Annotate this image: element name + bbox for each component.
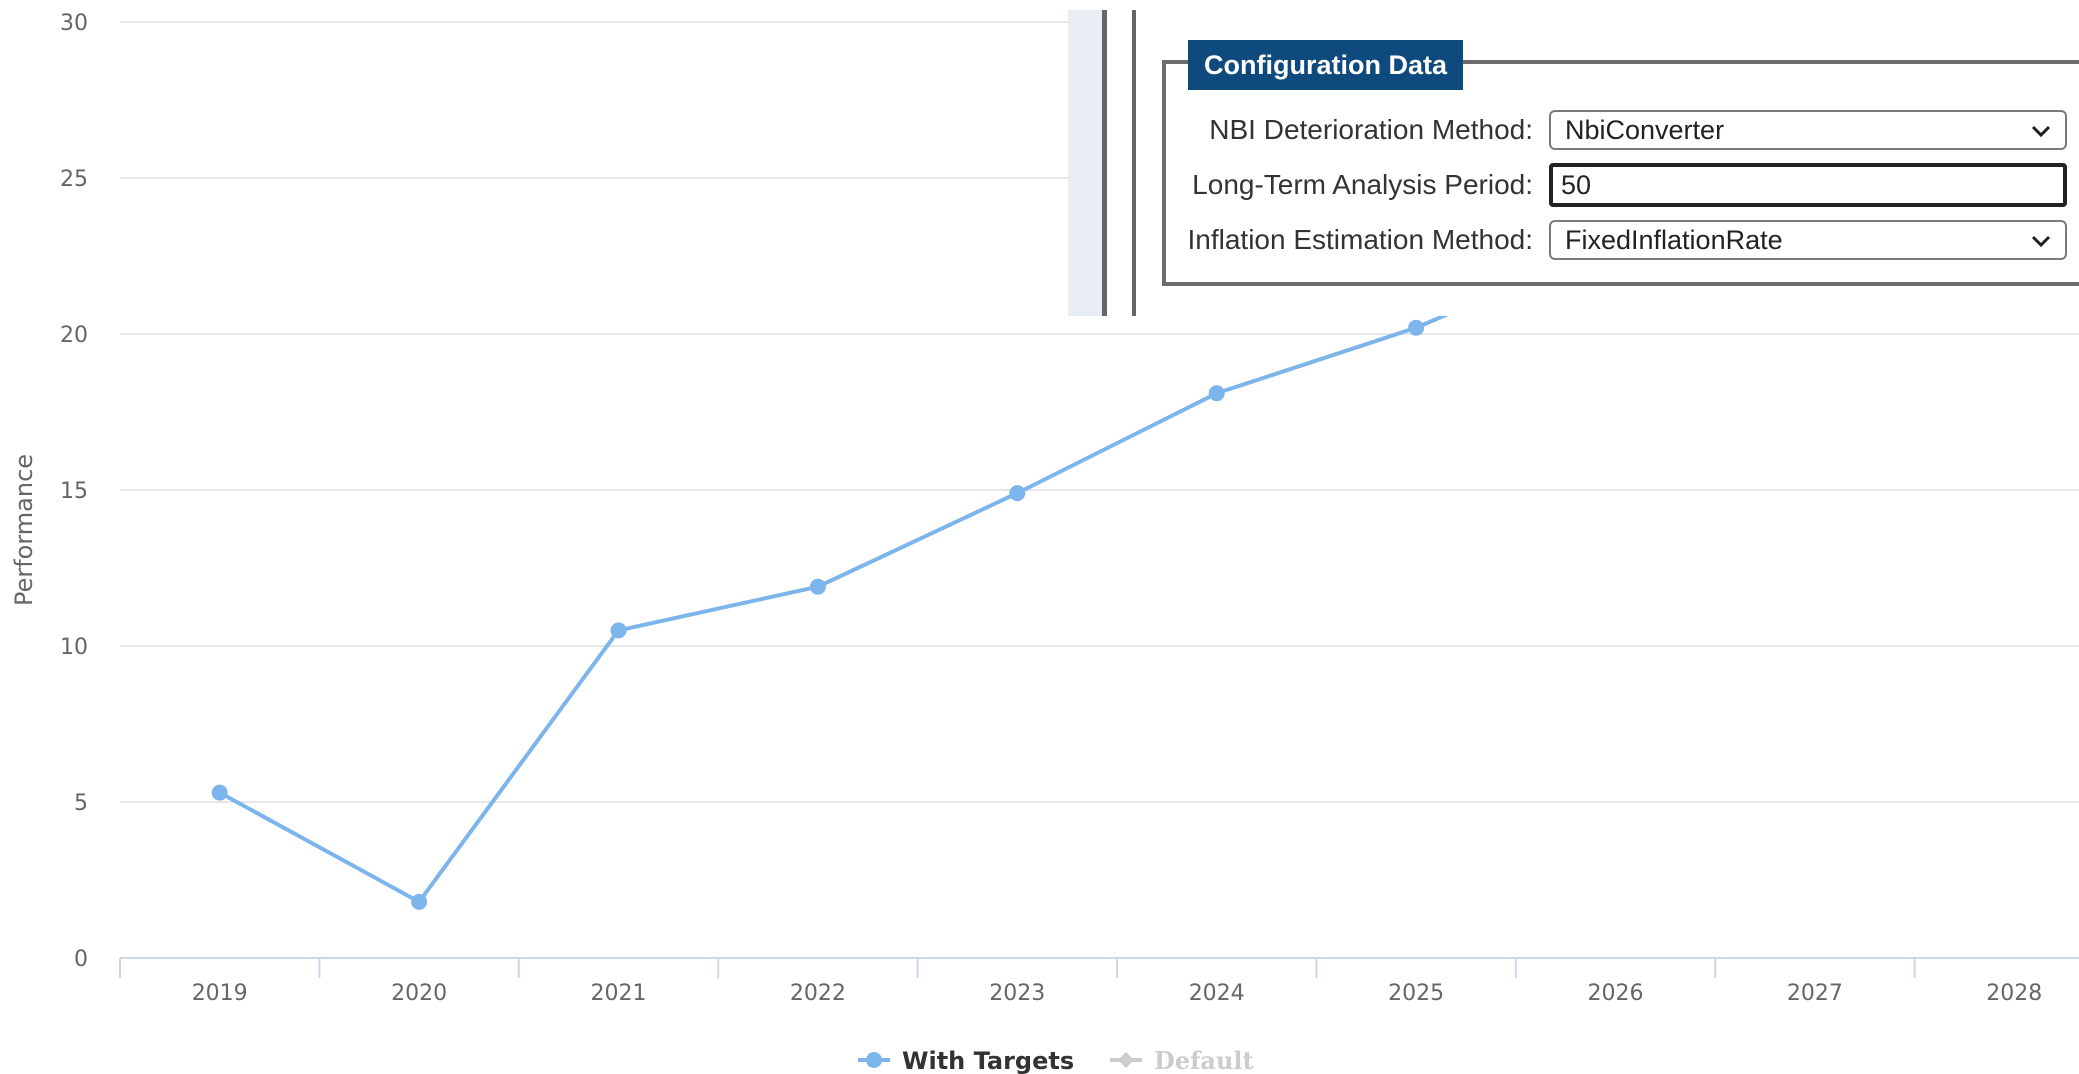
y-tick-label: 5 <box>74 791 88 816</box>
analysis-period-value: 50 <box>1561 170 1592 200</box>
x-tick-label: 2022 <box>790 981 846 1006</box>
y-tick-label: 25 <box>60 167 88 192</box>
legend-with-targets-label[interactable]: With Targets <box>902 1047 1074 1074</box>
analysis-period-input[interactable]: 50 <box>1549 163 2067 207</box>
inflation-method-row: Inflation Estimation Method: FixedInflat… <box>1100 218 2079 262</box>
configuration-title: Configuration Data <box>1188 40 1463 90</box>
legend-default-label[interactable]: Default <box>1154 1046 1254 1074</box>
data-point[interactable] <box>809 578 826 595</box>
x-tick-label: 2028 <box>1986 981 2042 1006</box>
x-tick-label: 2024 <box>1189 981 1245 1006</box>
panel-left-strip <box>1068 10 1102 316</box>
configuration-fieldset <box>1162 60 2079 286</box>
analysis-period-row: Long-Term Analysis Period: 50 <box>1100 163 2079 207</box>
nbi-deterioration-select[interactable]: NbiConverter <box>1549 110 2067 150</box>
inflation-method-value: FixedInflationRate <box>1565 225 1783 255</box>
data-point[interactable] <box>1408 319 1425 336</box>
series-with-targets[interactable] <box>211 295 1487 910</box>
y-tick-label: 10 <box>60 635 88 660</box>
data-point[interactable] <box>1208 385 1225 402</box>
x-tick-label: 2021 <box>591 981 647 1006</box>
data-point[interactable] <box>211 784 228 801</box>
x-tick-label: 2026 <box>1588 981 1644 1006</box>
data-point[interactable] <box>610 622 627 639</box>
legend: With Targets Default <box>858 1046 1254 1074</box>
analysis-period-label: Long-Term Analysis Period: <box>1192 169 1533 200</box>
chevron-down-icon <box>2031 235 2051 248</box>
y-axis-title: Performance <box>10 454 38 606</box>
y-tick-label: 20 <box>60 323 88 348</box>
x-tick-label: 2023 <box>989 981 1045 1006</box>
x-axis: 2019 2020 2021 2022 2023 2024 2025 2026 2027 2028 <box>119 957 2079 1006</box>
chevron-down-icon <box>2031 125 2051 138</box>
inflation-method-label: Inflation Estimation Method: <box>1187 224 1533 255</box>
x-tick-label: 2025 <box>1388 981 1444 1006</box>
y-tick-label: 0 <box>74 947 88 972</box>
y-tick-label: 30 <box>60 11 88 36</box>
x-tick-label: 2020 <box>391 981 447 1006</box>
y-tick-label: 15 <box>60 479 88 504</box>
nbi-deterioration-value: NbiConverter <box>1565 115 1725 145</box>
panel-divider <box>1132 10 1136 316</box>
x-tick-label: 2027 <box>1787 981 1843 1006</box>
inflation-method-select[interactable]: FixedInflationRate <box>1549 220 2067 260</box>
y-axis-ticks: 0 5 10 15 20 25 30 <box>60 11 88 972</box>
series-line <box>218 295 1487 904</box>
x-tick-label: 2019 <box>192 981 248 1006</box>
legend-default-marker <box>1118 1052 1134 1068</box>
legend-with-targets-marker <box>866 1052 882 1068</box>
panel-divider <box>1102 10 1107 316</box>
nbi-deterioration-label: NBI Deterioration Method: <box>1209 114 1533 145</box>
data-point[interactable] <box>411 893 428 910</box>
data-point[interactable] <box>1009 485 1026 502</box>
nbi-deterioration-row: NBI Deterioration Method: NbiConverter <box>1100 108 2079 152</box>
